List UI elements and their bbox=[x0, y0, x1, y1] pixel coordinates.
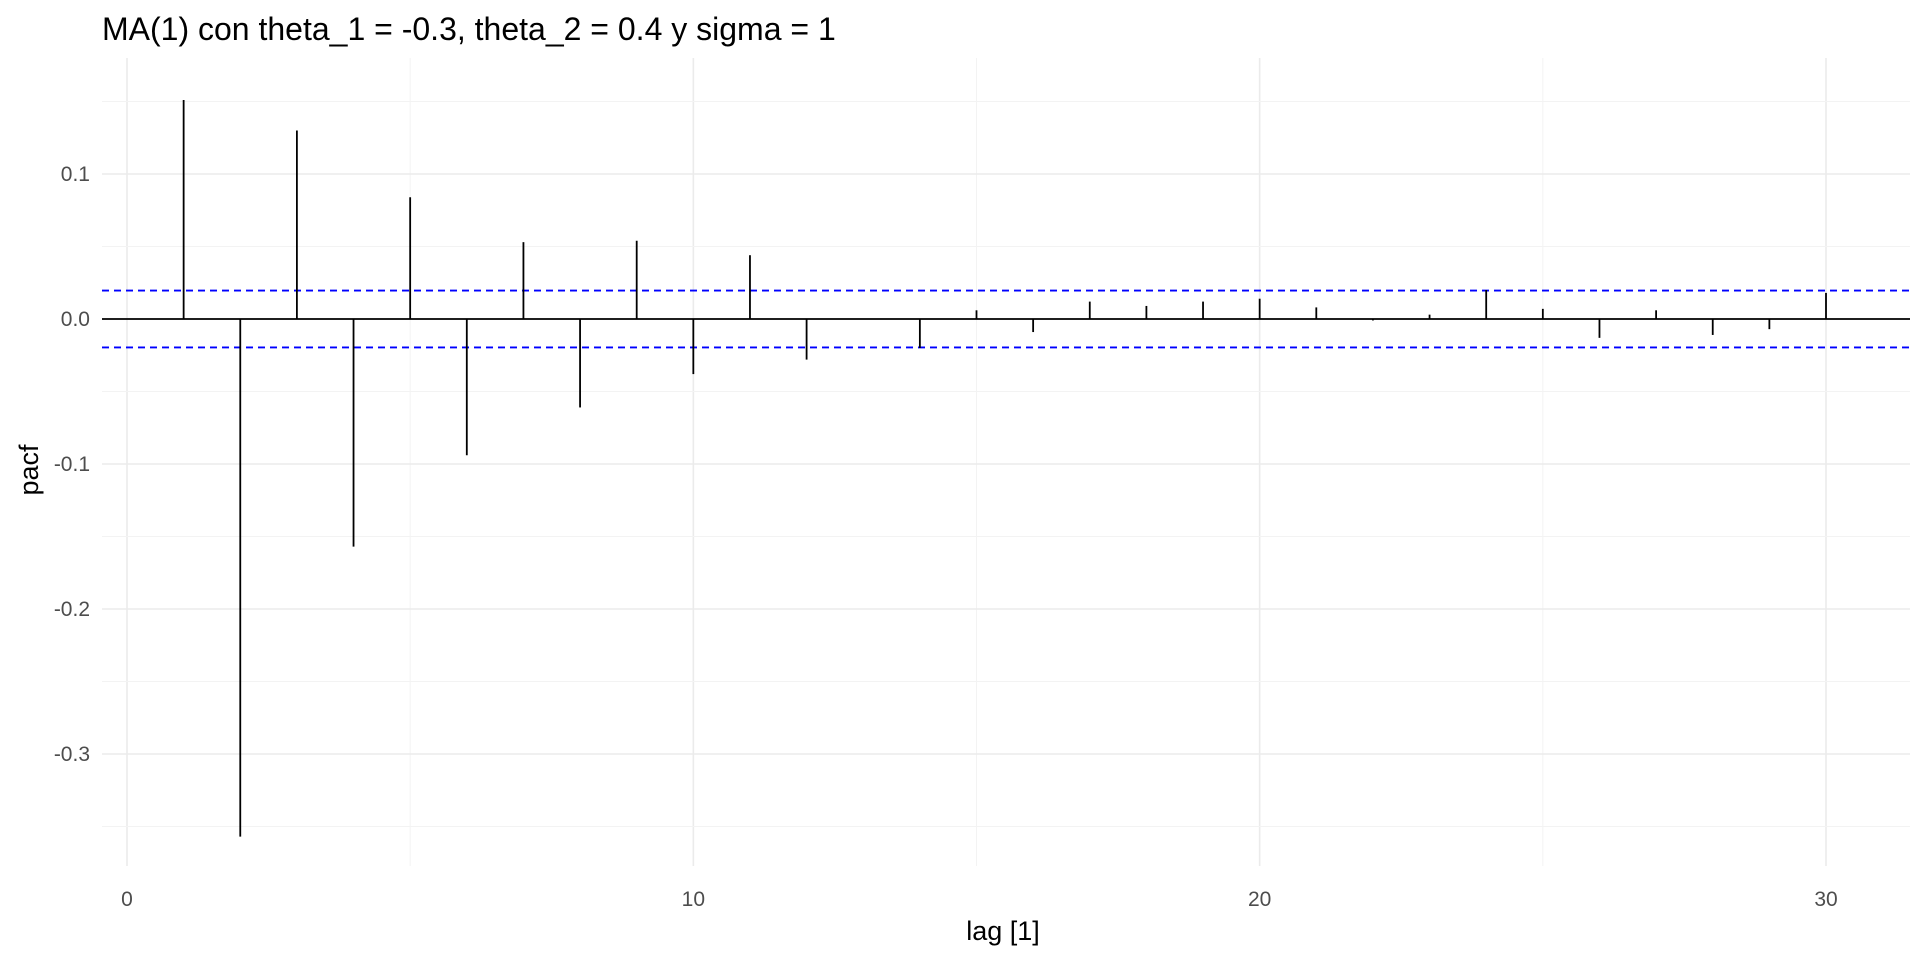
x-tick-label: 30 bbox=[1814, 888, 1837, 911]
x-tick-label: 0 bbox=[121, 888, 133, 911]
y-tick-label: -0.3 bbox=[54, 743, 90, 766]
grid bbox=[102, 58, 1910, 866]
x-axis-label: lag [1] bbox=[966, 916, 1040, 946]
x-tick-label: 10 bbox=[682, 888, 705, 911]
y-tick-labels: 0.1 0.0 -0.1 -0.2 -0.3 bbox=[54, 163, 90, 766]
y-tick-label: 0.1 bbox=[61, 163, 90, 186]
pacf-bars bbox=[182, 100, 1827, 837]
y-tick-label: -0.1 bbox=[54, 453, 90, 476]
y-tick-label: 0.0 bbox=[61, 308, 90, 331]
x-tick-label: 20 bbox=[1248, 888, 1271, 911]
y-axis-label: pacf bbox=[14, 444, 44, 496]
chart-title: MA(1) con theta_1 = -0.3, theta_2 = 0.4 … bbox=[102, 11, 836, 47]
x-tick-labels: 0 10 20 30 bbox=[121, 888, 1838, 911]
confidence-bounds bbox=[102, 289, 1910, 349]
y-tick-label: -0.2 bbox=[54, 598, 90, 621]
